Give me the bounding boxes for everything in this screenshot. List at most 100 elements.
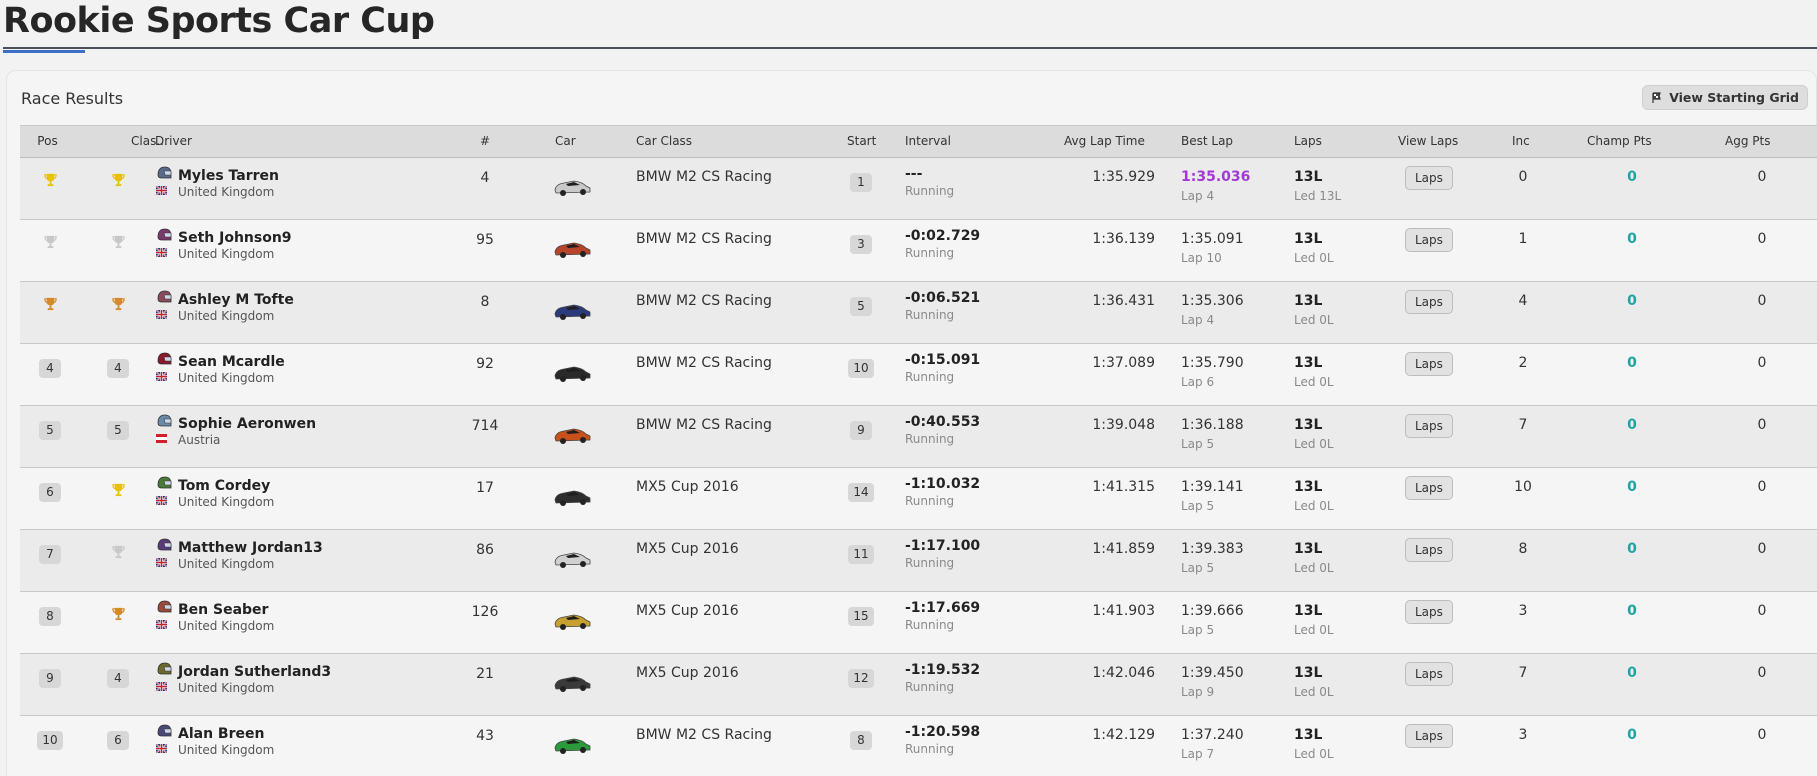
start-badge: 5 — [850, 297, 872, 316]
avg-lap-time: 1:41.903 — [1092, 603, 1155, 619]
class-position-cell: 6 — [103, 729, 133, 750]
driver-name[interactable]: Seth Johnson9 — [178, 230, 292, 246]
best-lap-number: Lap 4 — [1181, 189, 1215, 203]
col-car-header[interactable]: Car — [555, 134, 576, 148]
driver-name[interactable]: Ashley M Tofte — [178, 292, 294, 308]
laps-led: Led 0L — [1294, 251, 1334, 265]
uk-flag-icon — [156, 558, 167, 567]
driver-name[interactable]: Sophie Aeronwen — [178, 416, 317, 432]
col-inc-header[interactable]: Inc — [1512, 134, 1530, 148]
best-lap-number: Lap 4 — [1181, 313, 1215, 327]
car-number: 17 — [476, 480, 494, 496]
col-start-header[interactable]: Start — [847, 134, 877, 148]
class-position-badge: 4 — [107, 359, 129, 378]
laps-led: Led 0L — [1294, 747, 1334, 761]
table-row[interactable]: 4 4 Sean Mcardle United Kingdom 92 BMW M2 CS … — [20, 344, 1817, 406]
driver-name[interactable]: Myles Tarren — [178, 168, 280, 184]
page-title: Rookie Sports Car Cup — [3, 1, 435, 41]
start-cell: 5 — [846, 295, 876, 316]
laps-completed: 13L — [1294, 479, 1323, 495]
car-thumbnail — [554, 428, 591, 444]
laps-led: Led 0L — [1294, 375, 1334, 389]
col-avg-lap-header[interactable]: Avg Lap Time — [1064, 134, 1145, 148]
class-position-cell: 4 — [103, 667, 133, 688]
position-cell — [35, 172, 65, 191]
driver-helmet-icon — [157, 228, 172, 241]
start-cell: 12 — [846, 667, 876, 688]
incidents: 3 — [1518, 603, 1528, 619]
col-number-header[interactable]: # — [480, 134, 491, 148]
col-laps-header[interactable]: Laps — [1294, 134, 1322, 148]
view-laps-button[interactable]: Laps — [1405, 724, 1453, 748]
table-row[interactable]: 5 5 Sophie Aeronwen Austria 714 BMW M2 CS Rac… — [20, 406, 1817, 468]
view-laps-button[interactable]: Laps — [1405, 538, 1453, 562]
start-badge: 10 — [848, 359, 874, 378]
driver-name[interactable]: Tom Cordey — [178, 478, 271, 494]
driver-helmet-icon — [157, 166, 172, 179]
col-driver-header[interactable]: Driver — [155, 134, 192, 148]
view-laps-button[interactable]: Laps — [1405, 228, 1453, 252]
view-laps-button[interactable]: Laps — [1405, 476, 1453, 500]
incidents: 7 — [1518, 417, 1528, 433]
status: Running — [905, 432, 955, 446]
table-row[interactable]: Ashley M Tofte United Kingdom 8 BMW M2 CS R… — [20, 282, 1817, 344]
col-interval-header[interactable]: Interval — [905, 134, 951, 148]
best-lap-time: 1:35.036 — [1181, 169, 1251, 185]
view-laps-button[interactable]: Laps — [1405, 290, 1453, 314]
table-row[interactable]: 7 Matthew Jordan13 United Kingdom 86 MX5 Cup… — [20, 530, 1817, 592]
view-laps-button[interactable]: Laps — [1405, 166, 1453, 190]
champ-points: 0 — [1627, 603, 1637, 619]
table-row[interactable]: Seth Johnson9 United Kingdom 95 BMW M2 CS R… — [20, 220, 1817, 282]
class-position-trophy-icon — [111, 607, 125, 621]
table-row[interactable]: 6 Tom Cordey United Kingdom 17 MX5 Cup 2016 1… — [20, 468, 1817, 530]
view-laps-button[interactable]: Laps — [1405, 662, 1453, 686]
view-laps-button[interactable]: Laps — [1405, 600, 1453, 624]
car-thumbnail — [554, 614, 591, 630]
car-number: 4 — [480, 170, 490, 186]
champ-points: 0 — [1627, 541, 1637, 557]
col-car-class-header[interactable]: Car Class — [636, 134, 693, 148]
start-badge: 9 — [850, 421, 872, 440]
champ-points: 0 — [1627, 727, 1637, 743]
col-champ-pts-header[interactable]: Champ Pts — [1587, 134, 1652, 148]
driver-helmet-icon — [157, 352, 172, 365]
table-row[interactable]: Myles Tarren United Kingdom 4 BMW M2 CS Rac… — [20, 158, 1817, 220]
table-row[interactable]: 10 6 Alan Breen United Kingdom 43 BMW M2 CS R… — [20, 716, 1817, 776]
driver-country: United Kingdom — [178, 557, 275, 571]
view-laps-button[interactable]: Laps — [1405, 414, 1453, 438]
agg-points: 0 — [1757, 231, 1767, 247]
view-starting-grid-button[interactable]: View Starting Grid — [1642, 85, 1808, 110]
panel-title: Race Results — [21, 89, 124, 108]
driver-name[interactable]: Sean Mcardle — [178, 354, 285, 370]
driver-name[interactable]: Matthew Jordan13 — [178, 540, 323, 556]
col-class-pos-header[interactable]: Clas... — [131, 134, 168, 148]
position-cell: 5 — [35, 419, 65, 440]
view-laps-button[interactable]: Laps — [1405, 352, 1453, 376]
best-lap-number: Lap 5 — [1181, 499, 1215, 513]
col-agg-pts-header[interactable]: Agg Pts — [1725, 134, 1771, 148]
best-lap-time: 1:36.188 — [1181, 417, 1244, 433]
laps-led: Led 0L — [1294, 437, 1334, 451]
car-class: BMW M2 CS Racing — [636, 169, 772, 185]
laps-completed: 13L — [1294, 293, 1323, 309]
driver-name[interactable]: Ben Seaber — [178, 602, 269, 618]
start-badge: 8 — [850, 731, 872, 750]
agg-points: 0 — [1757, 727, 1767, 743]
status: Running — [905, 246, 955, 260]
car-number: 8 — [480, 294, 490, 310]
driver-name[interactable]: Alan Breen — [178, 726, 265, 742]
table-row[interactable]: 8 Ben Seaber United Kingdom 126 MX5 Cup 2016… — [20, 592, 1817, 654]
driver-name[interactable]: Jordan Sutherland3 — [178, 664, 332, 680]
driver-helmet-icon — [157, 414, 172, 427]
car-number: 126 — [471, 604, 499, 620]
laps-led: Led 0L — [1294, 313, 1334, 327]
interval: -0:02.729 — [905, 228, 981, 244]
class-position-trophy-icon — [111, 235, 125, 249]
uk-flag-icon — [156, 496, 167, 505]
laps-completed: 13L — [1294, 541, 1323, 557]
champ-points: 0 — [1627, 665, 1637, 681]
table-row[interactable]: 9 4 Jordan Sutherland3 United Kingdom 21 MX5 … — [20, 654, 1817, 716]
table-header: Pos Clas... Driver # Car Car Class Start… — [20, 125, 1817, 158]
col-best-lap-header[interactable]: Best Lap — [1181, 134, 1234, 148]
col-pos-header[interactable]: Pos — [37, 134, 58, 148]
